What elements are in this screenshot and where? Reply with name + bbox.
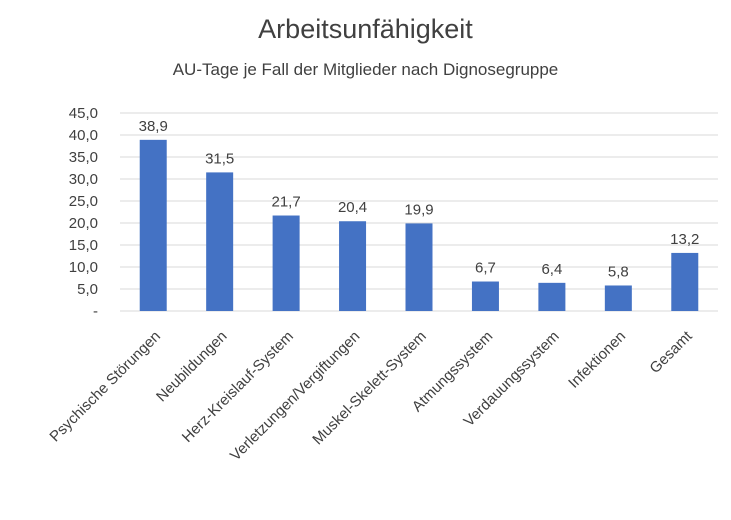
bar [538,282,566,311]
bar [339,221,367,311]
data-label: 20,4 [338,199,367,216]
bar [272,215,300,311]
x-tick-label: Muskel-Skelett-System [309,328,429,448]
chart-subtitle: AU-Tage je Fall der Mitglieder nach Dign… [172,60,559,79]
y-tick-label: 40,0 [69,127,98,144]
x-tick-label: Verletzungen/Vergiftungen [227,328,363,464]
x-tick-label: Herz-Kreislauf-System [179,328,297,446]
data-label: 13,2 [670,231,699,248]
bar [604,285,632,311]
bar [471,281,499,311]
y-tick-label: 30,0 [69,171,98,188]
y-tick-label: 35,0 [69,149,98,166]
data-label: 5,8 [608,263,629,280]
bar [139,139,167,311]
y-tick-label: 10,0 [69,259,98,276]
x-tick-label: Gesamt [646,327,696,377]
bar [405,223,433,311]
data-label: 6,4 [541,261,562,278]
y-tick-label: 45,0 [69,105,98,122]
data-label: 21,7 [272,194,301,211]
data-label: 31,5 [205,150,234,167]
y-tick-label: 5,0 [77,281,98,298]
data-label: 38,9 [139,118,168,135]
chart-title: Arbeitsunfähigkeit [258,14,473,44]
data-label: 19,9 [404,201,433,218]
y-tick-label: 20,0 [69,215,98,232]
bar [206,172,234,311]
y-tick-label: - [93,303,98,320]
x-tick-label: Psychische Störungen [46,328,164,446]
y-tick-label: 15,0 [69,237,98,254]
y-tick-label: 25,0 [69,193,98,210]
data-label: 6,7 [475,260,496,277]
bar [671,252,699,311]
x-tick-label: Infektionen [565,328,629,392]
